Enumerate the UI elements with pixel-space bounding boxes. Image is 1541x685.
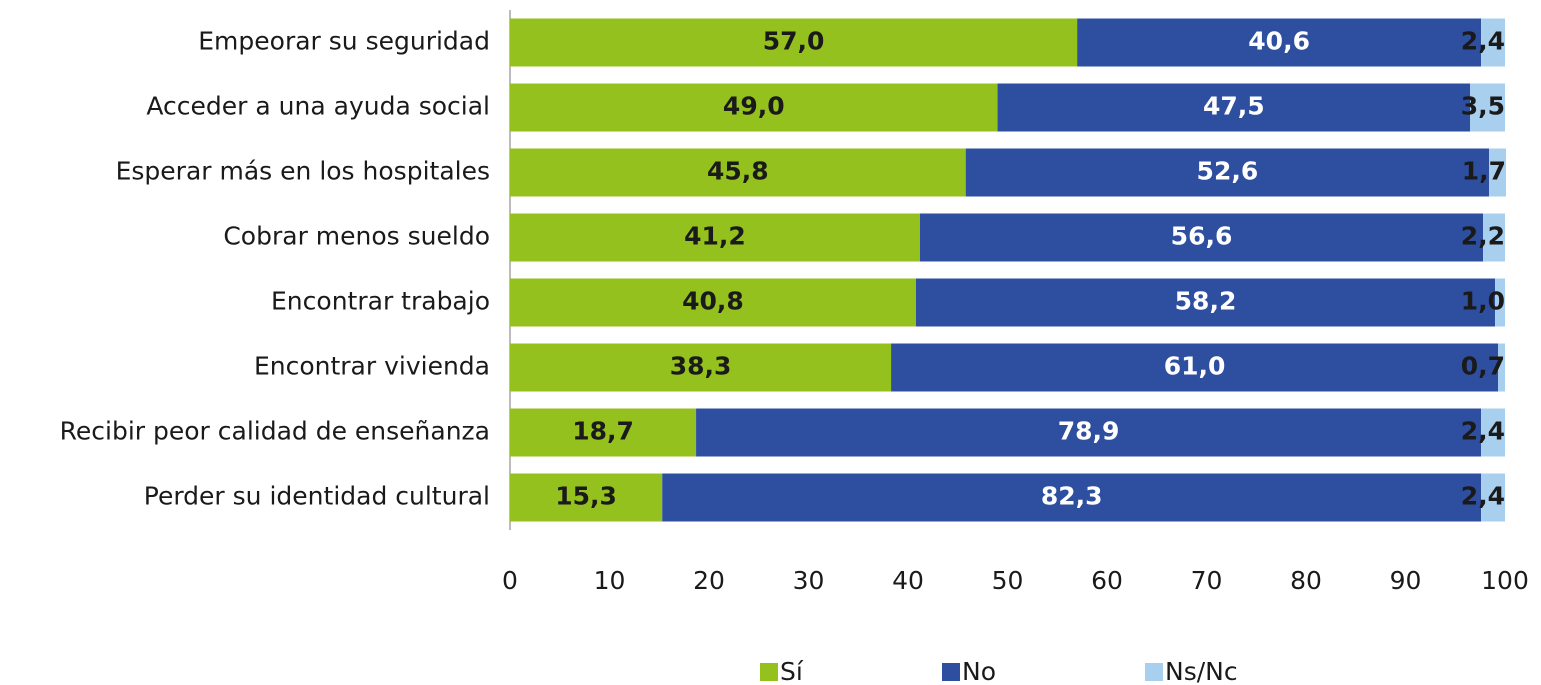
value-label: 45,8 (707, 157, 769, 186)
value-label: 1,0 (1461, 287, 1505, 316)
value-label: 38,3 (670, 352, 732, 381)
value-label: 41,2 (684, 222, 746, 251)
legend-label: Sí (780, 657, 804, 685)
bar-segment (662, 473, 1482, 522)
bar-segment (510, 343, 892, 392)
x-tick-label: 50 (992, 566, 1024, 595)
value-label: 57,0 (763, 27, 825, 56)
category-label: Recibir peor calidad de enseñanza (60, 417, 490, 446)
bar-segment (510, 148, 966, 197)
category-label: Encontrar trabajo (271, 287, 490, 316)
value-label: 82,3 (1041, 482, 1103, 511)
value-label: 78,9 (1058, 417, 1120, 446)
value-label: 56,6 (1171, 222, 1233, 251)
bar-segment (965, 148, 1490, 197)
legend-swatch (760, 663, 778, 681)
bar-segment (891, 343, 1499, 392)
legend-label: Ns/Nc (1165, 657, 1238, 685)
bar-segment (1489, 148, 1506, 197)
value-label: 2,2 (1461, 222, 1505, 251)
legend-swatch (942, 663, 960, 681)
bar-segment (510, 83, 998, 132)
value-label: 2,4 (1461, 482, 1505, 511)
bar-segment (510, 18, 1078, 67)
value-label: 1,7 (1462, 157, 1506, 186)
x-tick-label: 100 (1481, 566, 1529, 595)
category-label: Cobrar menos sueldo (223, 222, 490, 251)
value-label: 18,7 (572, 417, 634, 446)
category-label: Perder su identidad cultural (144, 482, 490, 511)
x-tick-label: 10 (594, 566, 626, 595)
category-label: Acceder a una ayuda social (146, 92, 490, 121)
x-tick-label: 0 (502, 566, 518, 595)
value-label: 3,5 (1461, 92, 1505, 121)
bar-segment (1495, 278, 1505, 327)
bar-segment (1077, 18, 1482, 67)
x-tick-label: 90 (1390, 566, 1422, 595)
value-label: 47,5 (1203, 92, 1265, 121)
value-label: 2,4 (1461, 417, 1505, 446)
x-tick-label: 20 (693, 566, 725, 595)
category-label: Encontrar vivienda (254, 352, 490, 381)
value-label: 2,4 (1461, 27, 1505, 56)
value-label: 49,0 (723, 92, 785, 121)
value-label: 0,7 (1461, 352, 1505, 381)
x-tick-label: 70 (1191, 566, 1223, 595)
value-label: 15,3 (555, 482, 617, 511)
bar-segment (915, 278, 1496, 327)
bar-segment (1498, 343, 1505, 392)
bar-segment (919, 213, 1484, 262)
x-tick-label: 80 (1290, 566, 1322, 595)
bar-segment (510, 408, 697, 457)
value-label: 58,2 (1175, 287, 1237, 316)
legend-label: No (962, 657, 996, 685)
category-label: Esperar más en los hospitales (116, 157, 490, 186)
bar-segment (1483, 213, 1505, 262)
bar-segment (510, 278, 916, 327)
x-tick-label: 40 (892, 566, 924, 595)
bar-segment (1481, 408, 1505, 457)
bar-segment (510, 473, 663, 522)
bar-segment (1470, 83, 1505, 132)
bar-segment (1481, 18, 1505, 67)
legend-swatch (1145, 663, 1163, 681)
value-label: 61,0 (1164, 352, 1226, 381)
x-tick-label: 60 (1091, 566, 1123, 595)
bar-segment (510, 213, 920, 262)
value-label: 40,6 (1248, 27, 1310, 56)
bar-segment (696, 408, 1482, 457)
category-label: Empeorar su seguridad (198, 27, 490, 56)
value-label: 40,8 (682, 287, 744, 316)
value-label: 52,6 (1197, 157, 1259, 186)
bar-segment (1481, 473, 1505, 522)
bar-segment (997, 83, 1471, 132)
x-tick-label: 30 (793, 566, 825, 595)
